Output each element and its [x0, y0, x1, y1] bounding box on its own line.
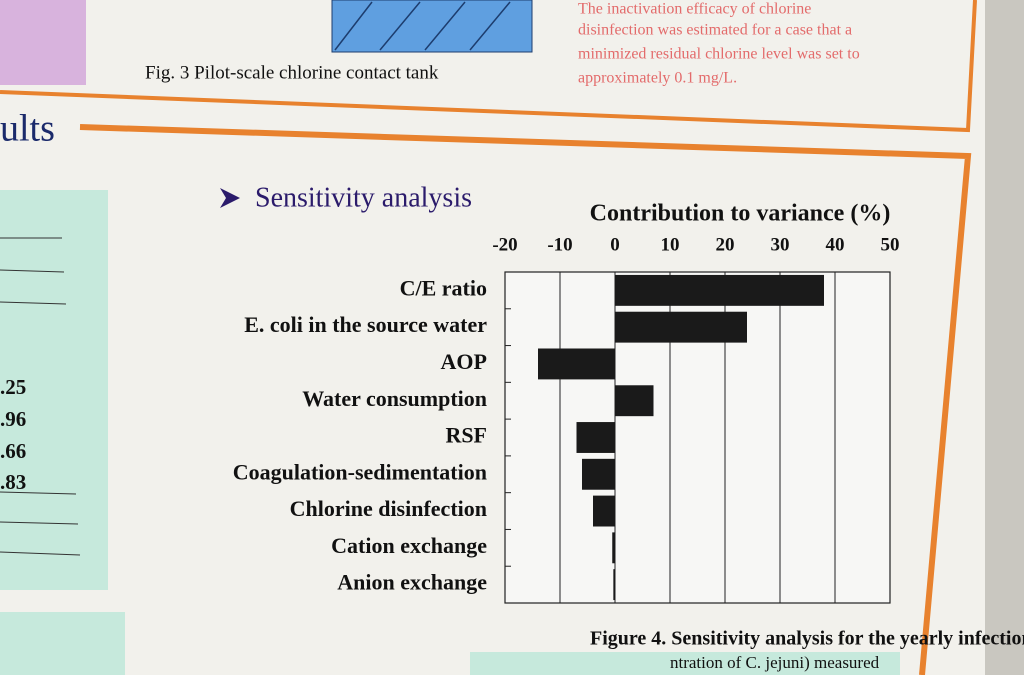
figure-caption: Figure 4. Sensitivity analysis for the y…	[590, 628, 1024, 650]
y-tick-label: E. coli in the source water	[244, 312, 487, 337]
y-tick-label: Water consumption	[302, 386, 487, 411]
tank-lines	[334, 1, 511, 51]
note-line: The inactivation efficacy of chlorine	[578, 1, 811, 18]
left-value: .83	[0, 470, 26, 494]
arrow-bullet	[220, 188, 240, 208]
bar	[582, 458, 615, 490]
bar	[612, 532, 615, 564]
note: The inactivation efficacy of chlorine di…	[578, 1, 860, 87]
left-panel-lower	[0, 612, 125, 675]
y-tick-label: RSF	[445, 423, 487, 448]
x-tick-label: -10	[547, 234, 572, 255]
purple-box	[0, 0, 86, 85]
section-heading: ults	[0, 108, 55, 150]
x-tick-label: 20	[716, 234, 735, 255]
top-border	[0, 0, 977, 133]
bottom-panel	[470, 652, 900, 675]
fig3-caption: Fig. 3 Pilot-scale chlorine contact tank	[145, 62, 439, 83]
wall	[985, 0, 1024, 675]
tank-image	[331, 0, 533, 53]
left-values: .25 .96 .66 .83	[0, 375, 26, 494]
bar	[615, 311, 747, 343]
y-tick-label: C/E ratio	[400, 275, 487, 300]
subheading: Sensitivity analysis	[255, 182, 472, 213]
bar	[615, 274, 824, 306]
x-tick-label: -20	[492, 234, 517, 255]
x-tick-label: 50	[881, 234, 900, 255]
x-tick-label: 10	[661, 234, 680, 255]
y-tick-label: Anion exchange	[337, 570, 487, 595]
chart: -20 -10 0 10 20 30 40 50 C/E ratio E. coli in the…	[233, 234, 900, 604]
y-tick-label: AOP	[441, 349, 487, 374]
bar	[593, 495, 615, 527]
x-tick-label: 30	[771, 234, 790, 255]
y-tick-label: Cation exchange	[331, 533, 487, 558]
x-tick-label: 0	[610, 234, 620, 255]
bar	[613, 569, 615, 601]
bar	[615, 385, 654, 417]
y-tick-label: Coagulation-sedimentation	[233, 459, 487, 484]
bar	[576, 422, 615, 453]
left-value: .25	[0, 375, 26, 399]
bottom-note: ntration of C. jejuni) measured	[670, 653, 880, 672]
x-tick-label: 40	[826, 234, 845, 255]
left-value: .66	[0, 439, 26, 463]
bar	[538, 348, 615, 380]
y-tick-label: Chlorine disinfection	[290, 496, 487, 521]
left-rules	[0, 237, 81, 556]
left-value: .96	[0, 407, 26, 431]
section-border	[79, 124, 972, 675]
chart-title: Contribution to variance (%)	[590, 201, 891, 227]
note-line: disinfection was estimated for a case th…	[578, 22, 852, 39]
note-line: minimized residual chlorine level was se…	[578, 46, 860, 63]
note-line: approximately 0.1 mg/L.	[578, 70, 737, 87]
